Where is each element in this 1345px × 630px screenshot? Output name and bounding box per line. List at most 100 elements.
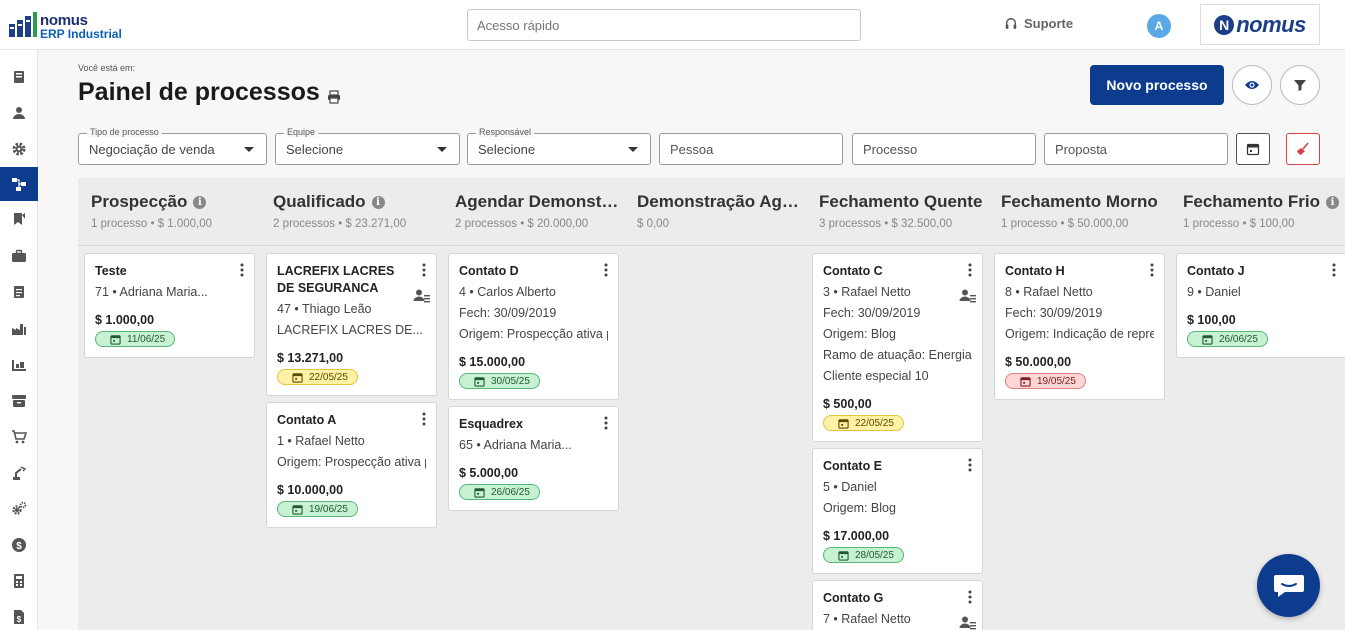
more-options-icon[interactable] [604, 263, 608, 277]
svg-text:$: $ [16, 541, 22, 552]
filter-button[interactable] [1280, 65, 1320, 105]
sidebar-item-document[interactable] [0, 275, 38, 309]
sidebar-item-briefcase[interactable] [0, 239, 38, 273]
process-card[interactable]: Contato D 4 • Carlos Alberto Fech: 30/09/2… [448, 253, 619, 400]
print-icon[interactable] [327, 90, 341, 104]
due-date-text: 19/05/25 [1037, 375, 1076, 387]
support-link[interactable]: Suporte [1004, 16, 1073, 31]
sidebar-item-factory[interactable] [0, 312, 38, 346]
process-card[interactable]: Contato A 1 • Rafael Netto Origem: Prospec… [266, 402, 437, 528]
sidebar-item-settings[interactable] [0, 132, 38, 166]
sidebar-item-bookmark[interactable] [0, 202, 38, 236]
chat-button[interactable] [1257, 554, 1320, 617]
column-summary: 1 processo • $ 1.000,00 [91, 218, 213, 230]
process-card[interactable]: Contato G7 • Rafael NettoCliente especia… [812, 580, 983, 630]
more-options-icon[interactable] [240, 263, 244, 277]
card-detail: Fech: 30/09/2019 [459, 306, 557, 320]
process-card[interactable]: LACREFIX LACRES DE SEGURANCA 47 • Thiago … [266, 253, 437, 396]
calendar-icon [1202, 334, 1213, 345]
card-detail: Origem: Blog [823, 501, 896, 515]
person-field[interactable]: Pessoa [659, 133, 843, 165]
avatar[interactable]: A [1147, 14, 1171, 38]
due-date-badge: 22/05/25 [823, 415, 904, 431]
column-title: Agendar Demonstração [455, 192, 623, 212]
sidebar-item-finance[interactable]: $ [0, 528, 38, 562]
card-detail: Origem: Blog [823, 327, 896, 341]
info-icon[interactable]: i [1325, 195, 1339, 209]
more-options-icon[interactable] [604, 416, 608, 430]
sidebar-item-gears[interactable] [0, 492, 38, 526]
column-title-text: Fechamento Frio [1183, 192, 1320, 211]
due-date-badge: 30/05/25 [459, 373, 540, 389]
sidebar-item-book[interactable] [0, 60, 38, 94]
assign-user-icon[interactable] [959, 288, 977, 304]
kanban-board: Prospecção i 1 processo • $ 1.000,00 Teste 7… [78, 178, 1345, 630]
proposal-field[interactable]: Proposta [1044, 133, 1228, 165]
more-options-icon[interactable] [422, 263, 426, 277]
cart-icon [12, 430, 27, 444]
new-process-button[interactable]: Novo processo [1090, 65, 1224, 105]
card-detail: 7 • Rafael Netto [823, 612, 911, 626]
logo-subtitle: ERP Industrial [40, 27, 122, 41]
due-date-text: 26/06/25 [491, 486, 530, 498]
process-card[interactable]: Contato E 5 • Daniel Origem: Blog $ 17.000,… [812, 448, 983, 574]
process-card[interactable]: Esquadrex 65 • Adriana Maria... $ 5.000,00… [448, 406, 619, 511]
sidebar-item-warehouse[interactable] [0, 348, 38, 382]
robot-arm-icon [13, 466, 27, 480]
sidebar-item-processes[interactable] [0, 167, 38, 201]
more-options-icon[interactable] [1150, 263, 1154, 277]
responsible-value: Selecione [478, 142, 536, 157]
info-icon[interactable]: i [371, 195, 385, 209]
sidebar-item-invoice[interactable]: $ [0, 600, 38, 630]
sidebar-item-cart[interactable] [0, 420, 38, 454]
breadcrumb: Você está em: [78, 63, 136, 73]
gears-icon [12, 501, 27, 515]
calculator-icon [14, 574, 24, 588]
factory-icon [12, 324, 26, 335]
calendar-icon [1020, 376, 1031, 387]
more-options-icon[interactable] [968, 458, 972, 472]
info-icon[interactable]: i [193, 195, 207, 209]
card-title: LACREFIX LACRES DE SEGURANCA [277, 264, 395, 295]
column-summary: 3 processos • $ 32.500,00 [819, 218, 953, 230]
more-options-icon[interactable] [1332, 263, 1336, 277]
clear-filters-button[interactable] [1286, 133, 1320, 165]
due-date-text: 11/06/25 [127, 333, 166, 345]
quick-access-input[interactable] [467, 9, 861, 41]
sidebar-item-user[interactable] [0, 96, 38, 130]
view-options-button[interactable] [1232, 65, 1272, 105]
chevron-down-icon [437, 147, 447, 152]
process-card[interactable]: Teste 71 • Adriana Maria... $ 1.000,00 11/0… [84, 253, 255, 358]
kanban-column: Fechamento Quente 3 processos • $ 32.500,… [806, 178, 988, 630]
eye-icon [1245, 81, 1259, 89]
sidebar-item-robot[interactable] [0, 456, 38, 490]
more-options-icon[interactable] [968, 590, 972, 604]
due-date-text: 19/06/25 [309, 503, 348, 515]
process-card[interactable]: Contato C 3 • Rafael Netto Fech: 30/09/201… [812, 253, 983, 442]
column-title-text: Prospecção [91, 192, 188, 211]
process-card[interactable]: Contato J 9 • Daniel $ 100,00 26/06/25 [1176, 253, 1345, 358]
assign-user-icon[interactable] [413, 288, 431, 304]
responsible-select[interactable]: Responsável Selecione [467, 127, 651, 165]
process-type-label: Tipo de processo [87, 127, 162, 137]
card-detail: Origem: Indicação de repre [1005, 327, 1154, 341]
date-filter-button[interactable] [1236, 133, 1270, 165]
card-value: $ 10.000,00 [277, 483, 344, 497]
due-date-badge: 26/06/25 [459, 484, 540, 500]
card-detail: Origem: Prospecção ativa p [459, 327, 608, 341]
sidebar-item-calculator[interactable] [0, 564, 38, 598]
process-type-select[interactable]: Tipo de processo Negociação de venda [78, 127, 267, 165]
process-field[interactable]: Processo [852, 133, 1036, 165]
assign-user-icon[interactable] [959, 615, 977, 630]
more-options-icon[interactable] [422, 412, 426, 426]
nomus-erp-logo[interactable]: nomus ERP Industrial [8, 10, 128, 42]
more-options-icon[interactable] [968, 263, 972, 277]
calendar-icon [474, 487, 485, 498]
column-title: Fechamento Quente [819, 192, 987, 212]
card-value: $ 100,00 [1187, 313, 1236, 327]
gear-icon [12, 142, 26, 156]
calendar-icon [838, 550, 849, 561]
process-card[interactable]: Contato H 8 • Rafael Netto Fech: 30/09/201… [994, 253, 1165, 400]
team-select[interactable]: Equipe Selecione [275, 127, 460, 165]
sidebar-item-archive[interactable] [0, 384, 38, 418]
